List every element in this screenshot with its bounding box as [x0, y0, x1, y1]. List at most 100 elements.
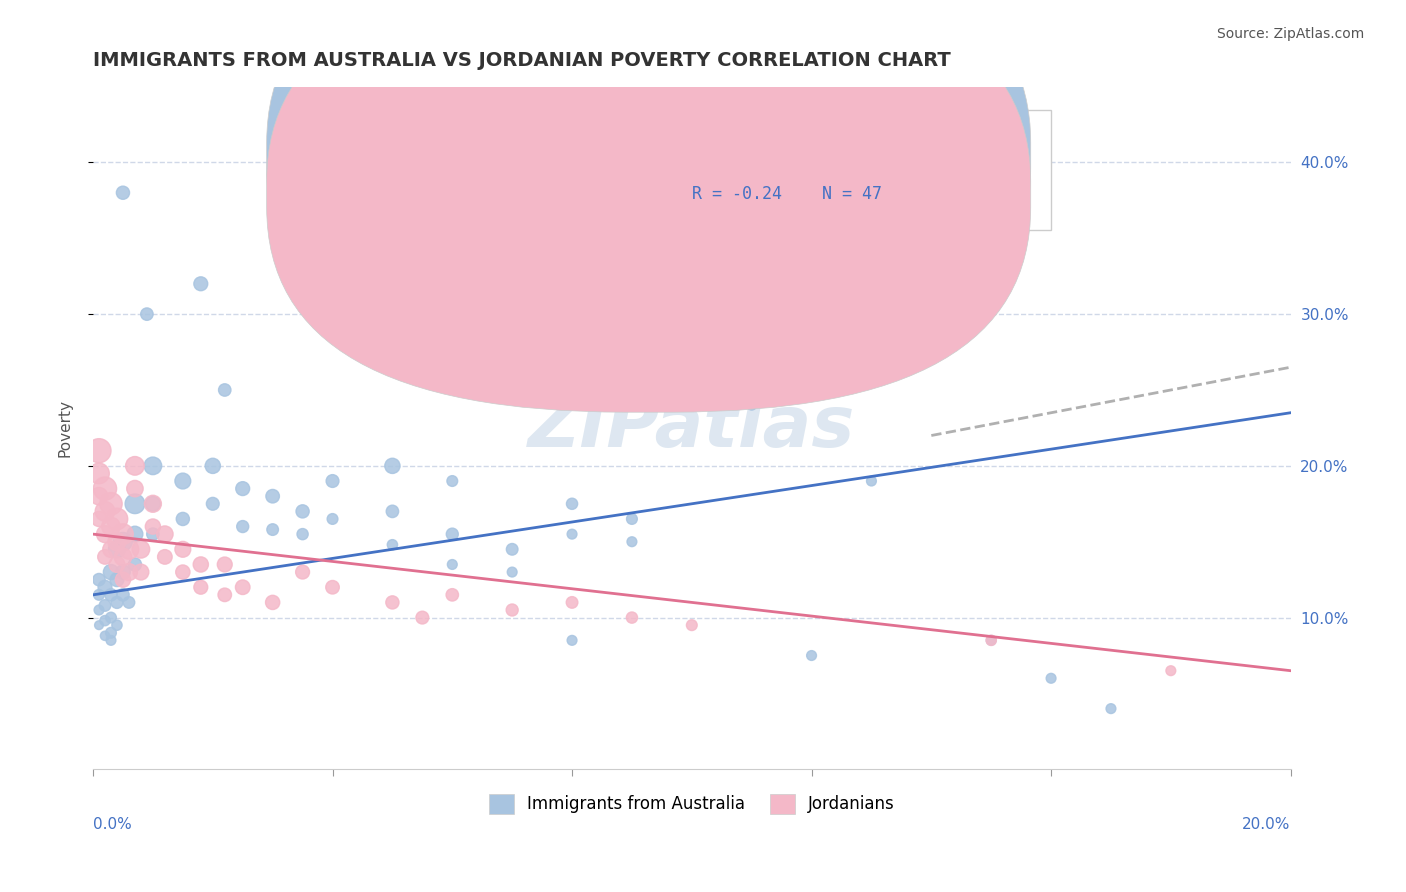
Point	[214, 588, 236, 602]
Text: 0.0%: 0.0%	[93, 817, 132, 832]
Point	[111, 186, 134, 200]
Point	[741, 398, 763, 412]
Point	[381, 504, 404, 518]
Point	[142, 497, 165, 511]
Point	[87, 512, 110, 526]
Point	[118, 542, 141, 557]
Point	[190, 558, 212, 572]
Point	[129, 542, 152, 557]
Point	[262, 523, 284, 537]
Point	[87, 618, 110, 632]
FancyBboxPatch shape	[267, 0, 1031, 373]
Point	[94, 614, 117, 628]
Point	[262, 595, 284, 609]
Point	[172, 512, 194, 526]
Point	[94, 482, 117, 496]
FancyBboxPatch shape	[267, 0, 1031, 412]
Point	[441, 474, 464, 488]
Point	[111, 565, 134, 579]
Point	[94, 580, 117, 594]
Point	[105, 618, 128, 632]
Point	[980, 633, 1002, 648]
Point	[620, 610, 643, 624]
Point	[411, 610, 433, 624]
Point	[860, 474, 883, 488]
Point	[800, 648, 823, 663]
Legend: Immigrants from Australia, Jordanians: Immigrants from Australia, Jordanians	[481, 786, 903, 822]
Point	[94, 599, 117, 613]
Point	[561, 595, 583, 609]
Point	[381, 595, 404, 609]
Point	[681, 618, 703, 632]
Point	[124, 458, 146, 473]
Y-axis label: Poverty: Poverty	[58, 399, 72, 457]
Point	[111, 588, 134, 602]
Point	[172, 542, 194, 557]
Point	[105, 534, 128, 549]
Point	[111, 549, 134, 564]
Point	[190, 277, 212, 291]
Point	[142, 527, 165, 541]
Point	[124, 558, 146, 572]
Text: R = -0.24    N = 47: R = -0.24 N = 47	[692, 185, 882, 202]
Point	[87, 443, 110, 458]
Text: IMMIGRANTS FROM AUSTRALIA VS JORDANIAN POVERTY CORRELATION CHART: IMMIGRANTS FROM AUSTRALIA VS JORDANIAN P…	[93, 51, 950, 70]
Point	[100, 497, 122, 511]
Point	[124, 527, 146, 541]
Point	[100, 565, 122, 579]
Point	[561, 497, 583, 511]
Point	[87, 489, 110, 503]
Point	[501, 565, 523, 579]
Point	[111, 534, 134, 549]
Point	[135, 307, 157, 321]
Point	[105, 595, 128, 609]
Point	[980, 633, 1002, 648]
Point	[1099, 701, 1122, 715]
Point	[172, 474, 194, 488]
Point	[190, 580, 212, 594]
Point	[172, 565, 194, 579]
Point	[105, 558, 128, 572]
Point	[232, 482, 254, 496]
Point	[201, 458, 224, 473]
Point	[201, 497, 224, 511]
Point	[105, 542, 128, 557]
Point	[322, 580, 344, 594]
Text: R =  0.307    N = 63: R = 0.307 N = 63	[692, 145, 891, 164]
Point	[100, 519, 122, 533]
Point	[291, 504, 314, 518]
Point	[561, 633, 583, 648]
Point	[153, 527, 176, 541]
Point	[291, 565, 314, 579]
Point	[262, 489, 284, 503]
Point	[87, 588, 110, 602]
Point	[124, 497, 146, 511]
Point	[87, 467, 110, 481]
Point	[1160, 664, 1182, 678]
Point	[681, 368, 703, 382]
Point	[105, 512, 128, 526]
Point	[214, 383, 236, 397]
Point	[1040, 671, 1063, 685]
Point	[100, 610, 122, 624]
Point	[381, 458, 404, 473]
Point	[501, 603, 523, 617]
Point	[322, 474, 344, 488]
Point	[291, 527, 314, 541]
Point	[105, 573, 128, 587]
Point	[561, 527, 583, 541]
Point	[214, 558, 236, 572]
Point	[94, 629, 117, 643]
Point	[322, 512, 344, 526]
Point	[142, 519, 165, 533]
Point	[142, 458, 165, 473]
Point	[94, 504, 117, 518]
Point	[232, 580, 254, 594]
Point	[441, 527, 464, 541]
Point	[111, 527, 134, 541]
Point	[94, 549, 117, 564]
Point	[87, 603, 110, 617]
Point	[620, 512, 643, 526]
Point	[87, 573, 110, 587]
Text: Source: ZipAtlas.com: Source: ZipAtlas.com	[1216, 27, 1364, 41]
